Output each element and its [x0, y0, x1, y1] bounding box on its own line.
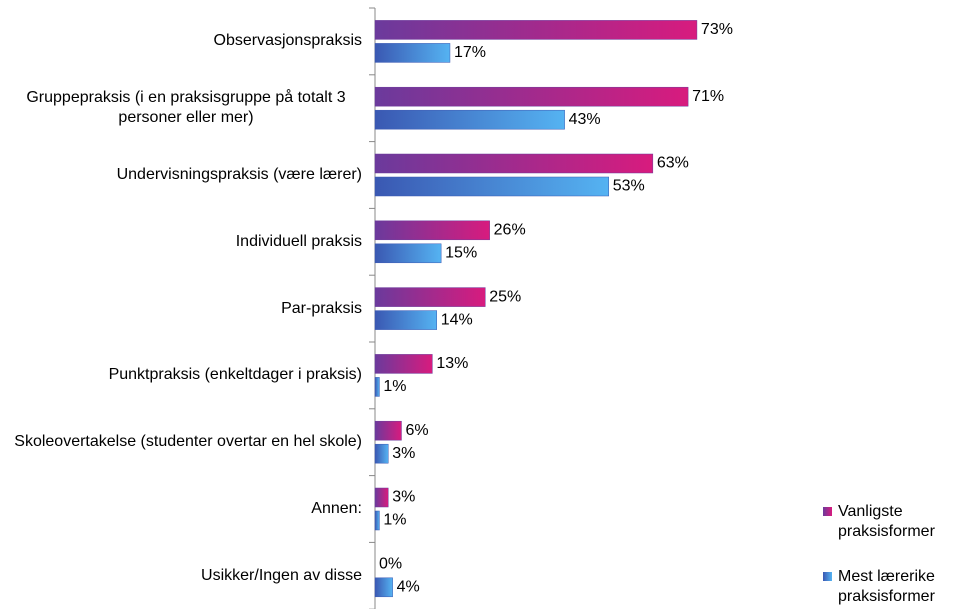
bar	[374, 420, 402, 441]
bar	[374, 310, 437, 330]
bar	[374, 243, 442, 264]
value-label: 17%	[454, 44, 486, 61]
legend-item: Mest lærerike praksisformer	[823, 567, 968, 607]
category-label: Punktpraksis (enkeltdager i praksis)	[10, 365, 362, 385]
category-label: Usikker/Ingen av disse	[10, 566, 362, 586]
value-label: 14%	[441, 311, 473, 328]
category-label: Gruppepraksis (i en praksisgruppe på tot…	[10, 88, 362, 128]
category-text: Undervisningspraksis (være lærer)	[116, 166, 362, 183]
category-text: Annen:	[311, 500, 362, 517]
bar	[374, 487, 389, 508]
bar	[374, 377, 380, 397]
value-label: 15%	[445, 245, 477, 262]
category-text: Gruppepraksis (i en praksisgruppe på tot…	[26, 89, 346, 127]
bar	[374, 86, 689, 107]
value-label: 3%	[392, 445, 415, 462]
value-label: 53%	[613, 178, 645, 195]
bar	[374, 510, 380, 531]
category-label: Par-praksis	[10, 299, 362, 319]
category-text: Usikker/Ingen av disse	[201, 566, 362, 584]
category-label: Skoleovertakelse (studenter overtar en h…	[10, 432, 362, 452]
value-label: 71%	[692, 88, 724, 105]
value-label: 1%	[383, 512, 406, 529]
bar	[374, 153, 654, 174]
value-label: 73%	[701, 21, 733, 38]
value-label: 25%	[489, 288, 521, 305]
legend-item: Vanligste praksisformer	[823, 502, 968, 542]
category-text: Par-praksis	[281, 299, 362, 317]
bar	[374, 443, 389, 464]
legend-swatch	[823, 507, 832, 516]
category-text: Observasjonspraksis	[213, 32, 363, 50]
bar	[374, 176, 609, 197]
legend-swatch	[823, 572, 832, 581]
category-label: Annen:	[10, 499, 362, 519]
value-label: 43%	[569, 111, 601, 128]
value-label: 1%	[383, 378, 406, 395]
bar	[374, 220, 490, 241]
bar	[374, 43, 451, 63]
category-label: Individuell praksis	[10, 232, 362, 252]
category-label: Undervisningspraksis (være lærer)	[10, 165, 362, 185]
bar	[374, 354, 433, 374]
bar	[374, 577, 393, 598]
value-label: 3%	[392, 489, 415, 506]
category-text: Skoleovertakelse (studenter overtar en h…	[14, 433, 362, 451]
bar	[374, 109, 565, 130]
value-label: 26%	[494, 222, 526, 239]
category-text: Individuell praksis	[235, 232, 362, 250]
bar	[374, 20, 698, 40]
category-text: Punktpraksis (enkeltdager i praksis)	[108, 366, 362, 384]
value-label: 4%	[397, 579, 420, 596]
value-label: 6%	[405, 422, 428, 439]
value-label: 13%	[436, 355, 468, 372]
value-label: 63%	[657, 155, 689, 172]
value-label: 0%	[379, 556, 402, 573]
legend-label: Mest lærerike praksisformer	[838, 568, 935, 605]
bar	[374, 287, 486, 307]
category-label: Observasjonspraksis	[10, 31, 363, 51]
legend-label: Vanligste praksisformer	[838, 503, 935, 540]
